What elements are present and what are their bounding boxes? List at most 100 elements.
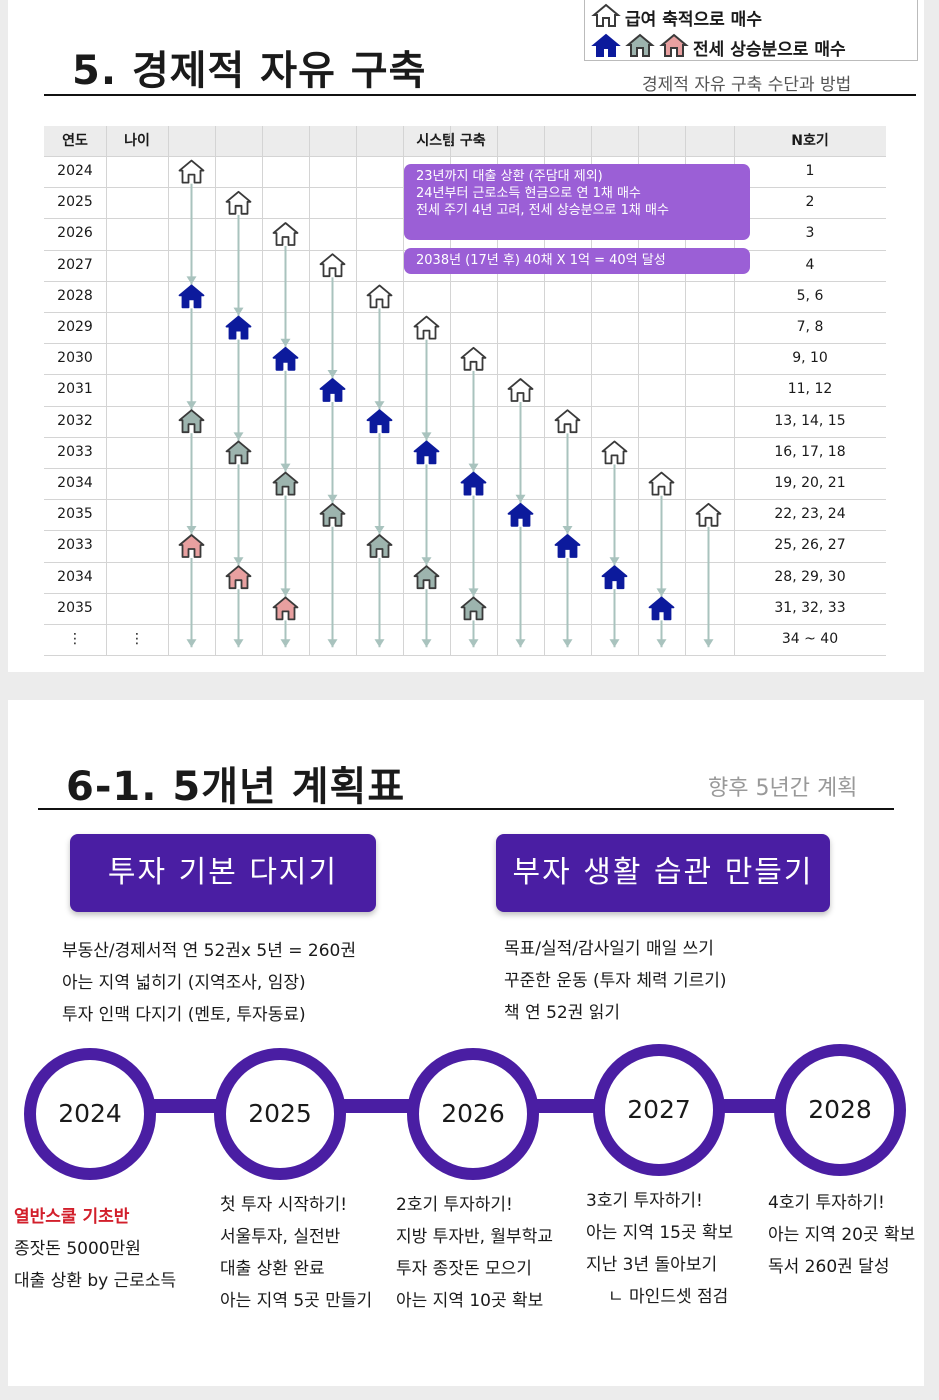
house-outline-icon xyxy=(460,346,487,371)
flow-arrow-head xyxy=(421,557,432,566)
n-cell: 16, 17, 18 xyxy=(774,443,846,460)
n-cell: 34 ~ 40 xyxy=(781,631,839,647)
column-gridline xyxy=(403,126,404,656)
n-cell: 5, 6 xyxy=(796,287,824,304)
house-outline-icon xyxy=(648,471,675,496)
callout-line-3: 전세 주기 4년 고려, 전세 상승분으로 1채 매수 xyxy=(416,203,669,218)
plan-title-underline xyxy=(38,808,894,810)
header-year: 연도 xyxy=(62,133,88,149)
house-outline-icon xyxy=(554,409,581,434)
n-cell: 3 xyxy=(805,225,815,242)
n-cell: 11, 12 xyxy=(787,381,833,398)
flow-arrow-head xyxy=(468,639,479,648)
left-item-1: 부동산/경제서적 연 52권x 5년 = 260권 xyxy=(62,941,356,961)
legend-jeonse: 전세 상승분으로 매수 xyxy=(591,32,846,63)
header-system: 시스템 구축 xyxy=(416,133,486,149)
row-gridline xyxy=(44,561,886,563)
row-gridline xyxy=(44,592,886,594)
n-cell: 19, 20, 21 xyxy=(774,475,846,491)
legend: 급여 축적으로 매수 전세 상승분으로 매수 xyxy=(584,0,918,61)
plan-2028-item-3: 독서 260권 달성 xyxy=(768,1257,890,1277)
callout-line-1: 23년까지 대출 상환 (주담대 제외) xyxy=(416,169,603,184)
flow-arrow-head xyxy=(280,338,291,347)
column-gridline xyxy=(497,126,498,656)
year-cell: 2024 xyxy=(57,163,93,179)
flow-arrow-head xyxy=(327,370,338,378)
plan-2024-item-1: 열반스쿨 기초반 xyxy=(14,1207,130,1227)
house-navy-icon xyxy=(554,534,581,558)
n-cell: 25, 26, 27 xyxy=(774,537,846,554)
house-pink-icon xyxy=(272,596,299,621)
n-cell: 4 xyxy=(805,256,815,273)
timeline-node-2028: 2028 xyxy=(774,1044,906,1176)
row-gridline xyxy=(44,530,886,532)
flow-arrow-head xyxy=(421,432,432,441)
house-gray-icon xyxy=(413,565,440,590)
row-gridline xyxy=(44,374,886,376)
column-gridline xyxy=(685,126,686,656)
flow-arrow-head xyxy=(703,639,714,648)
left-item-3: 투자 인맥 다지기 (멘토, 투자동료) xyxy=(62,1005,306,1025)
page-subtitle: 경제적 자유 구축 수단과 방법 xyxy=(642,75,852,95)
house-outline-icon xyxy=(225,190,252,215)
plan-2027-item-2: 아는 지역 15곳 확보 xyxy=(586,1223,734,1243)
right-item-3: 책 연 52권 읽기 xyxy=(504,1003,621,1023)
goal-callout: 2038년 (17년 후) 40채 X 1억 = 40억 달성 xyxy=(404,248,750,274)
flow-arrow-head xyxy=(327,639,338,648)
header-n: N호기 xyxy=(791,133,829,149)
timeline-node-2025: 2025 xyxy=(214,1048,346,1180)
flow-arrow-head xyxy=(233,307,244,316)
flow-arrow-head xyxy=(327,494,338,503)
plan-2027-item-4: ㄴ 마인드셋 점검 xyxy=(608,1287,729,1307)
row-gridline xyxy=(44,405,886,407)
plan-2025-item-2: 서울투자, 실전반 xyxy=(220,1227,341,1247)
year-cell: 2028 xyxy=(57,287,93,304)
plan-2024-item-2: 종잣돈 5000만원 xyxy=(14,1239,141,1259)
row-gridline xyxy=(44,156,886,157)
plan-2025-item-1: 첫 투자 시작하기! xyxy=(220,1195,348,1215)
left-item-2: 아는 지역 넓히기 (지역조사, 임장) xyxy=(62,973,306,993)
pill-rich-habits: 부자 생활 습관 만들기 xyxy=(496,834,830,912)
plan-callout: 23년까지 대출 상환 (주담대 제외) 24년부터 근로소득 현금으로 연 1… xyxy=(404,164,750,240)
flow-arrow-head xyxy=(233,557,244,566)
column-gridline xyxy=(450,126,451,656)
year-cell: 2035 xyxy=(57,506,93,523)
row-gridline xyxy=(44,624,886,625)
flow-arrow-head xyxy=(186,526,197,534)
plan-2028-item-1: 4호기 투자하기! xyxy=(768,1193,885,1213)
timeline-node-2026: 2026 xyxy=(407,1048,539,1180)
year-cell: ⋮ xyxy=(68,631,82,647)
plan-2024-item-3: 대출 상환 by 근로소득 xyxy=(14,1271,177,1291)
n-cell: 31, 32, 33 xyxy=(774,599,846,616)
year-cell: 2026 xyxy=(57,225,93,242)
flow-arrow-head xyxy=(515,639,526,648)
house-pink-icon xyxy=(225,565,252,590)
column-gridline xyxy=(734,126,735,656)
flow-arrow-head xyxy=(280,463,291,472)
house-navy-icon xyxy=(178,284,205,309)
n-cell: 9, 10 xyxy=(792,350,828,367)
plan-2026-item-1: 2호기 투자하기! xyxy=(396,1195,513,1215)
flow-arrow-head xyxy=(656,588,667,597)
house-outline-icon xyxy=(601,440,628,465)
house-flow-diagram xyxy=(178,159,722,648)
flow-arrow-head xyxy=(374,526,385,534)
house-navy-icon xyxy=(648,596,675,621)
callout-line-2: 24년부터 근로소득 현금으로 연 1채 매수 xyxy=(416,186,641,201)
house-navy-icon xyxy=(591,32,621,63)
house-gray-icon xyxy=(272,471,299,496)
pill-invest-basics: 투자 기본 다지기 xyxy=(70,834,376,912)
year-cell: 2033 xyxy=(57,443,93,460)
row-gridline xyxy=(44,343,886,345)
flow-arrow-head xyxy=(562,639,573,648)
plan-2027-item-1: 3호기 투자하기! xyxy=(586,1191,703,1211)
column-gridline xyxy=(544,126,545,656)
row-gridline xyxy=(44,436,886,438)
header-age: 나이 xyxy=(124,133,150,149)
house-navy-icon xyxy=(460,471,487,496)
system-table: 연도 나이 시스템 구축 N호기 2024 1 2025 2 2026 3 2027 4 202… xyxy=(44,126,886,657)
row-gridline xyxy=(44,312,886,313)
house-navy-icon xyxy=(366,409,393,434)
house-outline-icon xyxy=(591,2,621,33)
column-gridline xyxy=(591,126,592,656)
